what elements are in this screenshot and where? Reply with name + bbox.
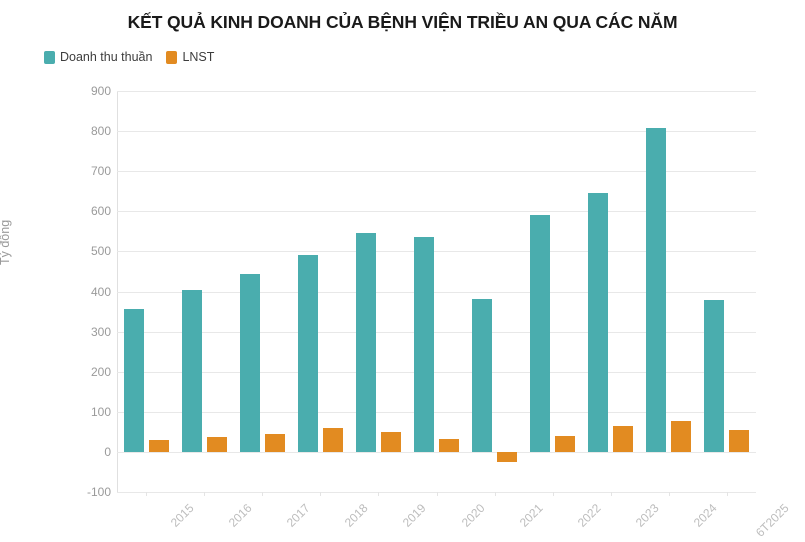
x-axis-tick-labels: 2015 2016 2017 2018 2019 2020 2021 2022 2023 2024… [117,492,792,542]
bar-lnst-2018[interactable] [322,427,343,452]
bar-lnst-2019[interactable] [380,432,401,452]
bar-revenue-2017[interactable] [239,273,260,452]
x-axis-tick-mark [552,492,554,496]
x-axis-tick-label-2023: 2023 [632,501,662,530]
y-axis-tick-label: 700 [90,164,111,179]
x-axis-tick-mark [668,492,670,496]
x-axis-tick-label-2022: 2022 [574,501,604,530]
y-axis-tick-label: 500 [90,244,111,259]
gridline [117,371,756,373]
y-axis-tick-label: -100 [86,485,111,499]
plot-area [117,91,756,493]
y-axis-tick-label: 600 [90,204,111,219]
legend-item-revenue[interactable]: Doanh thu thuần [44,50,152,64]
bar-revenue-2022[interactable] [530,214,551,452]
x-axis-tick-mark [436,492,438,496]
y-axis-tick-label: 0 [104,444,111,459]
bar-lnst-2015[interactable] [148,440,169,452]
gridline [117,451,756,453]
bar-lnst-2021[interactable] [497,451,518,462]
bar-revenue-2024[interactable] [646,127,667,452]
legend-swatch-revenue [44,50,55,64]
bar-revenue-2020[interactable] [414,236,434,452]
y-axis-tick-labels: 900 800 700 600 500 400 300 200 100 0 -100 [57,84,111,499]
legend-label-lnst: LNST [182,50,215,64]
gridline [117,91,756,92]
bar-lnst-6T2025[interactable] [729,429,750,452]
bar-lnst-2020[interactable] [439,439,459,452]
y-axis-tick-label: 300 [90,324,111,339]
x-axis-tick-mark [610,492,612,496]
bar-lnst-2017[interactable] [264,434,285,452]
y-axis-tick-label: 800 [90,124,111,139]
x-axis-tick-label-2019: 2019 [400,501,430,530]
bar-lnst-2024[interactable] [671,421,692,452]
gridline [117,171,756,173]
x-axis-tick-mark [204,492,206,496]
x-axis-tick-label-2024: 2024 [690,501,720,530]
y-axis-tick-label: 100 [90,404,111,419]
legend-label-revenue: Doanh thu thuần [60,50,153,64]
gridline [117,131,756,133]
y-axis-tick-label: 200 [90,364,111,379]
x-axis-tick-label-2016: 2016 [225,501,255,530]
legend-swatch-profit [166,50,178,64]
gridline [117,211,756,213]
bars-layer [117,91,756,492]
legend-item-lnst[interactable]: LNST [166,50,214,64]
x-axis-tick-label-2015: 2015 [167,501,197,530]
x-axis-tick-label-2018: 2018 [342,501,371,530]
bar-revenue-2018[interactable] [297,255,318,452]
x-axis-tick-mark [146,492,148,496]
bar-revenue-2015[interactable] [123,308,144,452]
bar-revenue-2023[interactable] [588,193,609,452]
bar-revenue-2016[interactable] [181,290,202,452]
chart-title: KẾT QUẢ KINH DOANH CỦA BỆNH VIỆN TRIỀU A… [127,12,678,32]
x-axis-tick-label-6T2025: 6T2025 [752,501,792,540]
x-axis-tick-mark [320,492,322,496]
bar-revenue-2019[interactable] [355,232,376,452]
y-axis-tick-label: 400 [90,284,111,299]
chart-legend: Doanh thu thuần LNST [44,50,214,64]
y-axis-tick-label: 900 [90,84,111,98]
x-axis-tick-mark [726,492,728,496]
x-axis-tick-mark [378,492,380,496]
x-axis-tick-label-2020: 2020 [458,501,488,530]
bar-lnst-2022[interactable] [555,435,576,452]
bar-revenue-6T2025[interactable] [704,299,725,452]
gridline [117,251,756,253]
x-axis-tick-label-2017: 2017 [284,501,313,530]
x-axis-tick-mark [494,492,496,496]
gridline [117,411,756,413]
x-axis-tick-label-2021: 2021 [516,501,546,530]
gridline [117,291,756,293]
bar-lnst-2016[interactable] [206,437,227,452]
x-axis-tick-mark [262,492,264,496]
y-axis-title: Tỷ đồng [0,219,12,265]
bar-revenue-2021[interactable] [472,299,493,452]
gridline [117,331,756,333]
bar-lnst-2023[interactable] [613,425,634,452]
